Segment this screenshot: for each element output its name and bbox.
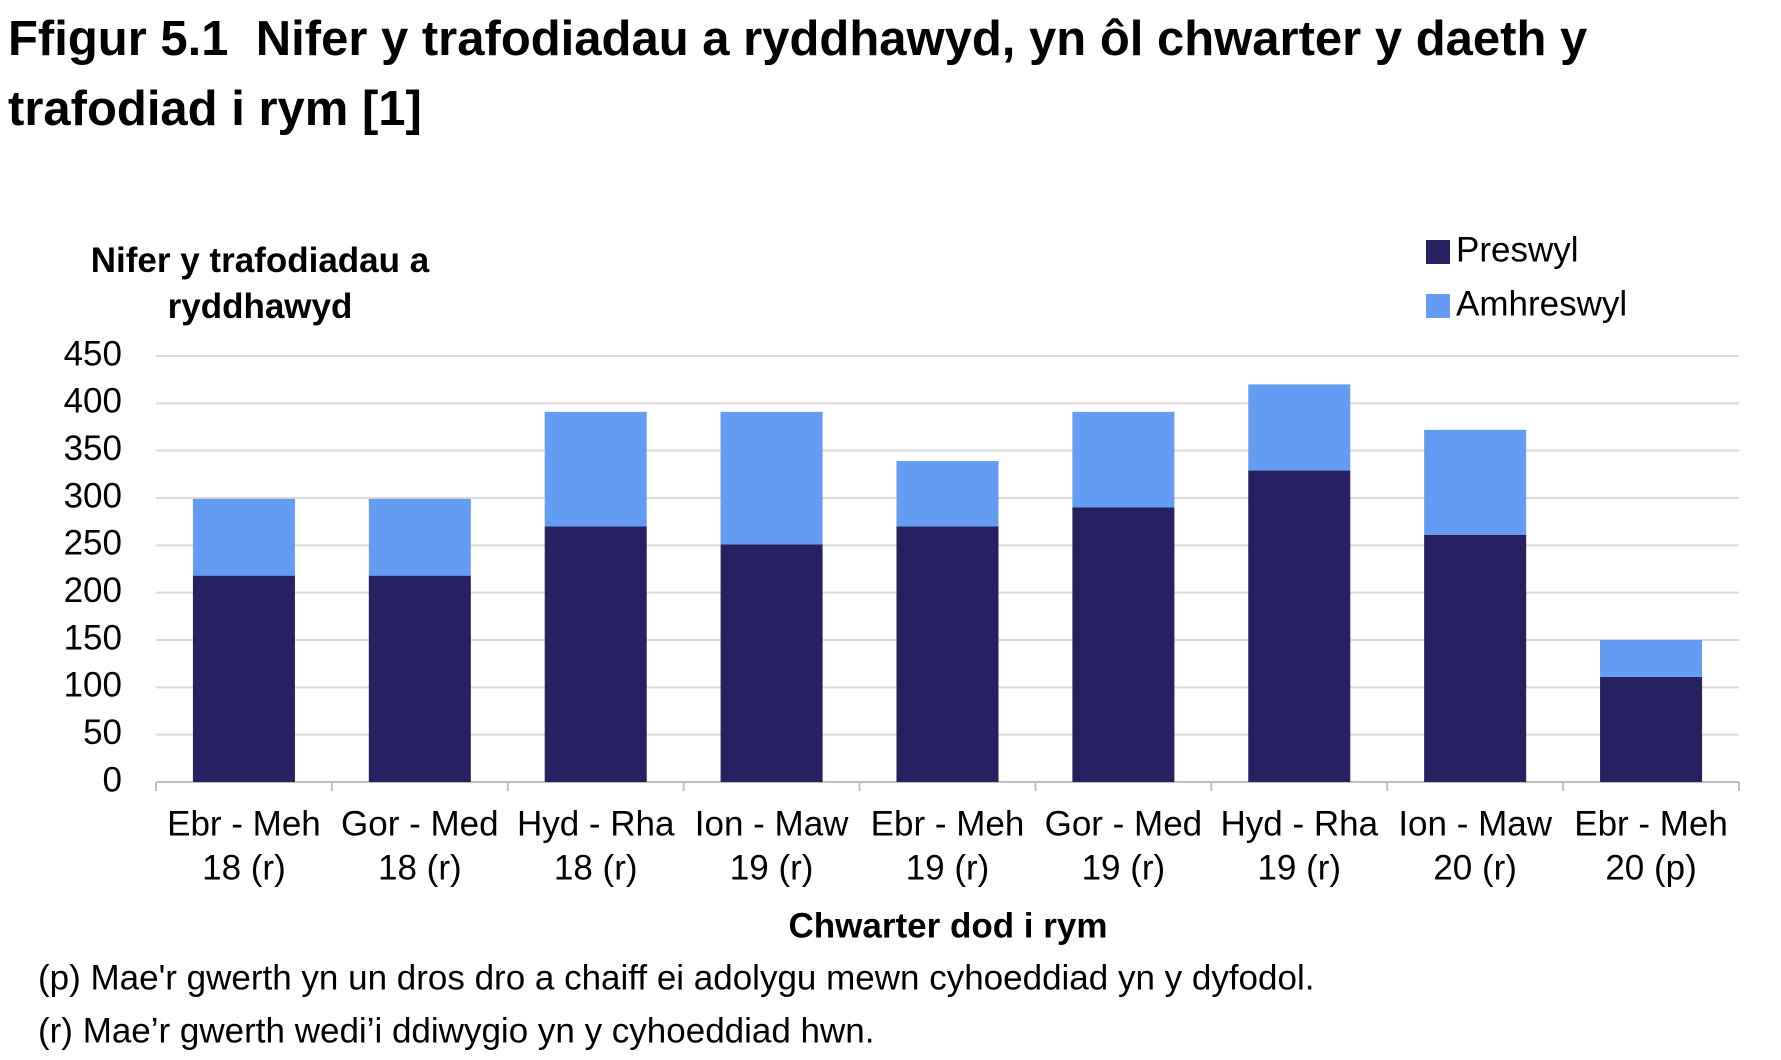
x-tick-label: Gor - Med: [341, 804, 499, 843]
x-tick-label: Ebr - Meh: [167, 804, 321, 843]
bar-segment: [1424, 534, 1527, 782]
bar-segment: [1600, 640, 1703, 677]
x-tick-label: 19 (r): [730, 848, 814, 887]
x-tick-label: 19 (r): [1082, 848, 1166, 887]
bar-segment: [1424, 429, 1527, 535]
x-tick-label: Ion - Maw: [695, 804, 849, 843]
legend-label: Amhreswyl: [1456, 284, 1627, 323]
bar-segment: [896, 526, 999, 782]
legend-label: Preswyl: [1456, 230, 1579, 269]
x-tick-label: Ebr - Meh: [871, 804, 1025, 843]
bar-segment: [1072, 411, 1175, 508]
bar-segment: [192, 575, 295, 782]
bar-segment: [720, 411, 823, 545]
footnote: (p) Mae'r gwerth yn un dros dro a chaiff…: [38, 958, 1314, 997]
footnote: (r) Mae’r gwerth wedi’i ddiwygio yn y cy…: [38, 1011, 874, 1050]
y-axis-title: Nifer y trafodiadau a ryddhawyd: [90, 241, 430, 326]
y-tick-label: 0: [103, 760, 122, 799]
y-tick-label: 300: [64, 476, 122, 515]
x-tick-label: 19 (r): [1257, 848, 1341, 887]
y-tick-label: 400: [64, 382, 122, 421]
bar-segment: [192, 498, 295, 576]
legend-swatch: [1426, 240, 1450, 264]
y-tick-label: 150: [64, 618, 122, 657]
x-tick-label: 18 (r): [378, 848, 462, 887]
y-tick-label: 50: [83, 713, 122, 752]
chart-title: Ffigur 5.1 Nifer y trafodiadau a ryddhaw…: [8, 12, 1601, 136]
x-axis-title: Chwarter dod i rym: [789, 906, 1108, 945]
bar-segment: [368, 575, 471, 782]
x-tick-label: 20 (r): [1433, 848, 1517, 887]
y-tick-label: 450: [64, 334, 122, 373]
x-tick-label: Gor - Med: [1045, 804, 1203, 843]
bar-segment: [544, 411, 647, 527]
x-tick-label: 20 (p): [1605, 848, 1696, 887]
x-tick-label: Hyd - Rha: [1220, 804, 1378, 843]
bar-segment: [1248, 470, 1351, 782]
x-tick-label: Ebr - Meh: [1574, 804, 1728, 843]
x-tick-label: 18 (r): [202, 848, 286, 887]
bar-segment: [720, 544, 823, 782]
bar-segment: [896, 461, 999, 527]
y-tick-label: 250: [64, 524, 122, 563]
y-tick-label: 350: [64, 429, 122, 468]
bar-segment: [544, 526, 647, 782]
bar-segment: [1072, 507, 1175, 782]
legend-swatch: [1426, 294, 1450, 318]
x-tick-label: 18 (r): [554, 848, 638, 887]
bar-segment: [1248, 384, 1351, 471]
y-tick-label: 200: [64, 571, 122, 610]
x-tick-label: Ion - Maw: [1398, 804, 1552, 843]
y-tick-label: 100: [64, 666, 122, 705]
x-tick-label: 19 (r): [906, 848, 990, 887]
x-tick-label: Hyd - Rha: [517, 804, 675, 843]
bar-segment: [1600, 676, 1703, 782]
bar-segment: [368, 498, 471, 576]
